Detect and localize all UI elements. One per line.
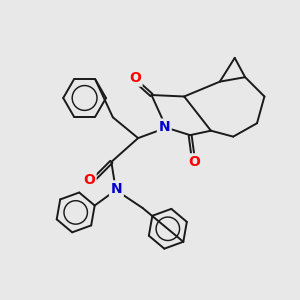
Text: N: N [158, 120, 170, 134]
Text: O: O [189, 155, 200, 169]
Text: O: O [83, 173, 95, 187]
Text: N: N [111, 182, 122, 196]
Text: O: O [129, 71, 141, 85]
